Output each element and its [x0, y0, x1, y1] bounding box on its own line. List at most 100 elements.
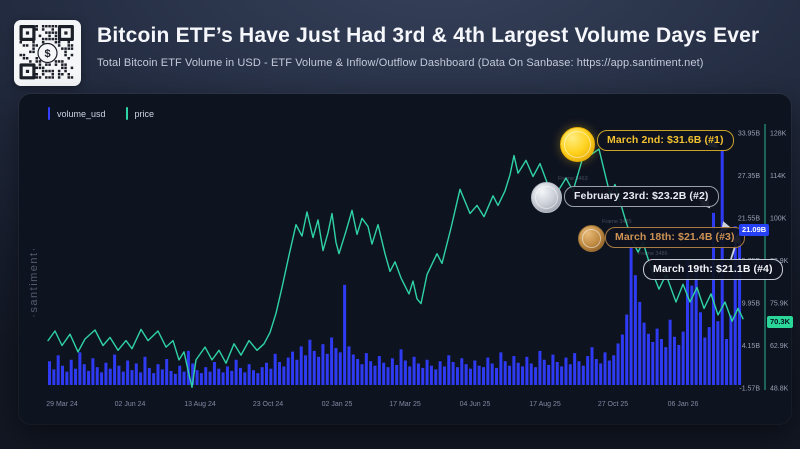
volume-bar — [460, 358, 464, 385]
qr-module — [35, 28, 38, 31]
volume-bar — [273, 353, 277, 385]
qr-module — [35, 76, 38, 79]
volume-bar — [304, 355, 308, 385]
volume-bar — [139, 372, 143, 385]
annotation-rank3: March 18th: $21.4B (#3) — [605, 227, 745, 248]
qr-module — [51, 73, 54, 76]
volume-bar — [330, 337, 334, 385]
qr-module — [64, 50, 67, 54]
volume-bar — [269, 368, 273, 385]
volume-bar — [364, 353, 368, 385]
qr-module — [54, 37, 58, 41]
volume-bar — [221, 372, 225, 385]
chart-panel: volume_usd price 33.95B 128K 27.35B 114K 21.… — [19, 94, 794, 424]
volume-bar — [412, 356, 416, 385]
volume-bar — [260, 367, 264, 385]
volume-bar — [243, 372, 247, 385]
volume-bar — [486, 357, 490, 385]
annotation-rank1: March 2nd: $31.6B (#1) — [597, 130, 734, 151]
volume-bar — [87, 370, 91, 385]
qr-module — [37, 42, 58, 64]
qr-module — [54, 25, 58, 28]
qr-module — [67, 73, 70, 76]
qr-module — [25, 69, 30, 73]
volume-bar — [186, 350, 190, 385]
volume-bar — [390, 358, 394, 385]
qr-module — [25, 31, 30, 35]
qr-module — [64, 63, 67, 66]
volume-bar — [677, 344, 681, 385]
volume-bar — [308, 339, 312, 385]
volume-bar — [482, 367, 485, 385]
qr-module — [22, 44, 26, 47]
qr-module — [48, 34, 51, 38]
volume-bar — [577, 361, 581, 385]
qr-module — [35, 57, 38, 60]
combo-chart: 33.95B128K27.35B114K21.55B100K15.75B88.9… — [46, 124, 789, 408]
volume-bar — [699, 312, 702, 385]
volume-bar — [113, 354, 117, 385]
volume-bar — [295, 359, 299, 385]
volume-bar — [447, 355, 451, 385]
volume-bar — [707, 327, 711, 385]
qr-module — [45, 69, 48, 73]
volume-bar — [351, 354, 355, 385]
volume-bar — [191, 363, 195, 385]
volume-bar — [668, 319, 672, 385]
qr-module — [57, 73, 61, 76]
qr-module — [61, 47, 64, 50]
volume-bar — [82, 364, 86, 385]
volume-bar — [516, 362, 520, 385]
legend-label-volume: volume_usd — [57, 108, 106, 119]
volume-bar — [729, 315, 733, 385]
volume-bar — [560, 366, 564, 385]
volume-bar — [499, 352, 503, 385]
volume-bar — [377, 356, 381, 385]
volume-bar — [581, 365, 585, 385]
volume-bar — [442, 366, 446, 385]
volume-bar — [334, 347, 338, 385]
bronze-medal-icon — [578, 225, 605, 252]
qr-module — [29, 50, 32, 54]
santiment-logo-icon: $ — [44, 48, 50, 60]
volume-axis-tick: 4.15B — [742, 343, 761, 350]
volume-bar — [638, 301, 642, 385]
volume-bar — [451, 362, 455, 385]
price-legend-swatch-icon — [125, 107, 128, 120]
volume-bar — [438, 361, 442, 385]
x-axis-tick: 13 Aug 24 — [184, 401, 216, 408]
volume-bar — [238, 367, 242, 385]
qr-module — [41, 73, 45, 76]
volume-bar — [690, 285, 694, 385]
volume-bar — [204, 367, 208, 385]
qr-module — [54, 60, 58, 63]
volume-bar — [130, 370, 134, 385]
qr-module — [57, 60, 61, 63]
price-axis-tick: 114K — [770, 173, 786, 180]
volume-bar — [590, 347, 594, 385]
qr-module — [67, 76, 70, 79]
volume-bar — [672, 336, 676, 385]
x-axis-tick: 17 Mar 25 — [389, 401, 421, 408]
volume-bar — [182, 371, 186, 385]
qr-module — [51, 31, 54, 34]
x-axis-tick: 23 Oct 24 — [253, 401, 283, 408]
qr-module — [64, 53, 67, 57]
x-axis-tick: 02 Jan 25 — [322, 401, 353, 408]
volume-bar — [343, 284, 347, 385]
volume-bar — [733, 226, 737, 385]
volume-bar — [147, 367, 151, 385]
volume-bar — [52, 369, 56, 385]
volume-bar — [725, 339, 729, 385]
qr-module — [57, 69, 61, 73]
qr-module — [67, 41, 70, 44]
volume-bar — [633, 275, 637, 385]
volume-bar — [156, 364, 160, 385]
volume-bar — [612, 355, 616, 385]
qr-module — [51, 69, 54, 73]
santiment-watermark: ·santiment· — [28, 246, 40, 318]
qr-module — [38, 63, 42, 66]
volume-current-badge: 21.09B — [739, 224, 770, 236]
volume-bar — [403, 360, 407, 385]
volume-bar — [468, 368, 472, 385]
